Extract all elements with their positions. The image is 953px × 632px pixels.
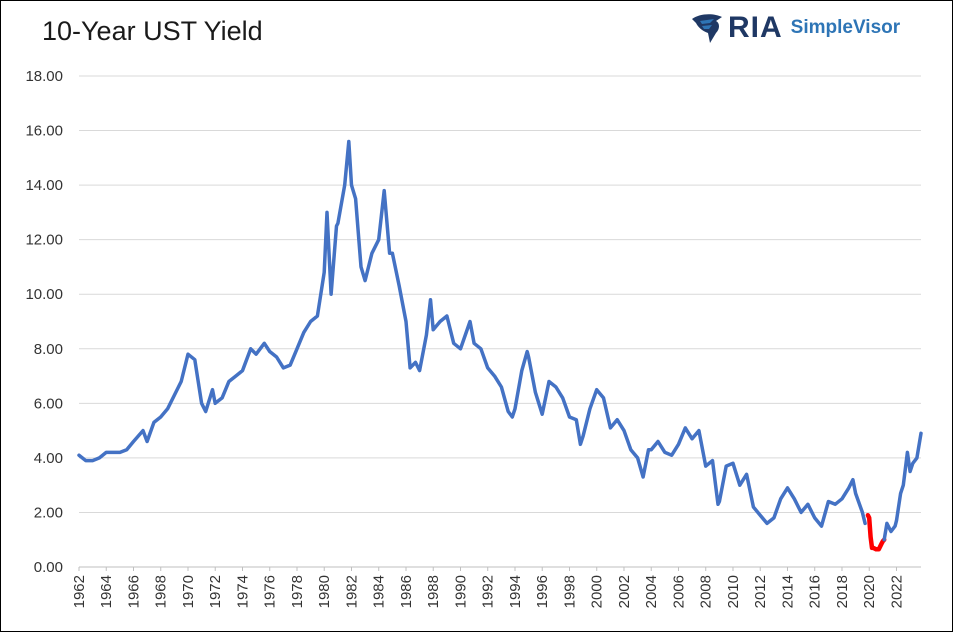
x-tick-label: 2012 — [752, 575, 769, 608]
y-tick-label: 0.00 — [34, 559, 63, 576]
logo-simplevisor-text: SimpleVisor — [790, 17, 901, 38]
series-line-highlight — [865, 512, 887, 552]
x-tick-label: 1964 — [98, 575, 115, 608]
x-tick-label: 2022 — [888, 575, 905, 608]
y-tick-label: 16.00 — [25, 123, 63, 140]
logo-ria-text: RIA — [728, 11, 783, 44]
series-line — [77, 139, 867, 528]
series-line — [882, 431, 923, 542]
x-tick-label: 1988 — [425, 575, 442, 608]
x-tick-label: 1990 — [452, 575, 469, 608]
series-lines — [77, 139, 923, 552]
y-tick-label: 14.00 — [25, 177, 63, 194]
x-tick-label: 2018 — [834, 575, 851, 608]
x-tick-label: 1994 — [507, 575, 524, 608]
x-tick-label: 1970 — [180, 575, 197, 608]
chart-title: 10-Year UST Yield — [42, 16, 263, 46]
x-tick-label: 1976 — [262, 575, 279, 608]
x-tick-label: 2000 — [589, 575, 606, 608]
x-tick-label: 2020 — [861, 575, 878, 608]
y-tick-label: 8.00 — [34, 341, 63, 358]
x-tick-label: 2008 — [698, 575, 715, 608]
x-tick-label: 1978 — [289, 575, 306, 608]
x-tick-label: 1974 — [234, 575, 251, 608]
gridlines — [78, 75, 921, 571]
x-tick-label: 1982 — [343, 575, 360, 608]
x-tick-label: 2010 — [725, 575, 742, 608]
y-tick-label: 12.00 — [25, 232, 63, 249]
x-axis-labels: 1962 1964 1966 1968 1970 1972 1974 1976 1978 1980… — [71, 575, 905, 608]
x-tick-label: 1980 — [316, 575, 333, 608]
x-tick-label: 2006 — [670, 575, 687, 608]
ria-simplevisor-logo: RIA SimpleVisor — [690, 10, 900, 46]
x-tick-label: 1986 — [398, 575, 415, 608]
x-tick-label: 2004 — [643, 575, 660, 608]
x-tick-label: 2014 — [779, 575, 796, 608]
y-tick-label: 2.00 — [34, 504, 63, 521]
eagle-icon — [692, 14, 722, 43]
x-tick-label: 1972 — [207, 575, 224, 608]
x-tick-label: 1992 — [480, 575, 497, 608]
x-tick-label: 1962 — [71, 575, 88, 608]
y-tick-label: 4.00 — [34, 450, 63, 467]
x-tick-label: 1984 — [371, 575, 388, 608]
x-tick-label: 2016 — [807, 575, 824, 608]
y-tick-label: 6.00 — [34, 395, 63, 412]
y-axis-labels: 0.00 2.00 4.00 6.00 8.00 10.00 12.00 14.00 16.00… — [25, 68, 63, 576]
x-tick-label: 1998 — [561, 575, 578, 608]
x-tick-label: 2002 — [616, 575, 633, 608]
x-tick-label: 1996 — [534, 575, 551, 608]
x-tick-label: 1966 — [125, 575, 142, 608]
y-tick-label: 10.00 — [25, 286, 63, 303]
x-tick-label: 1968 — [153, 575, 170, 608]
y-tick-label: 18.00 — [25, 68, 63, 85]
